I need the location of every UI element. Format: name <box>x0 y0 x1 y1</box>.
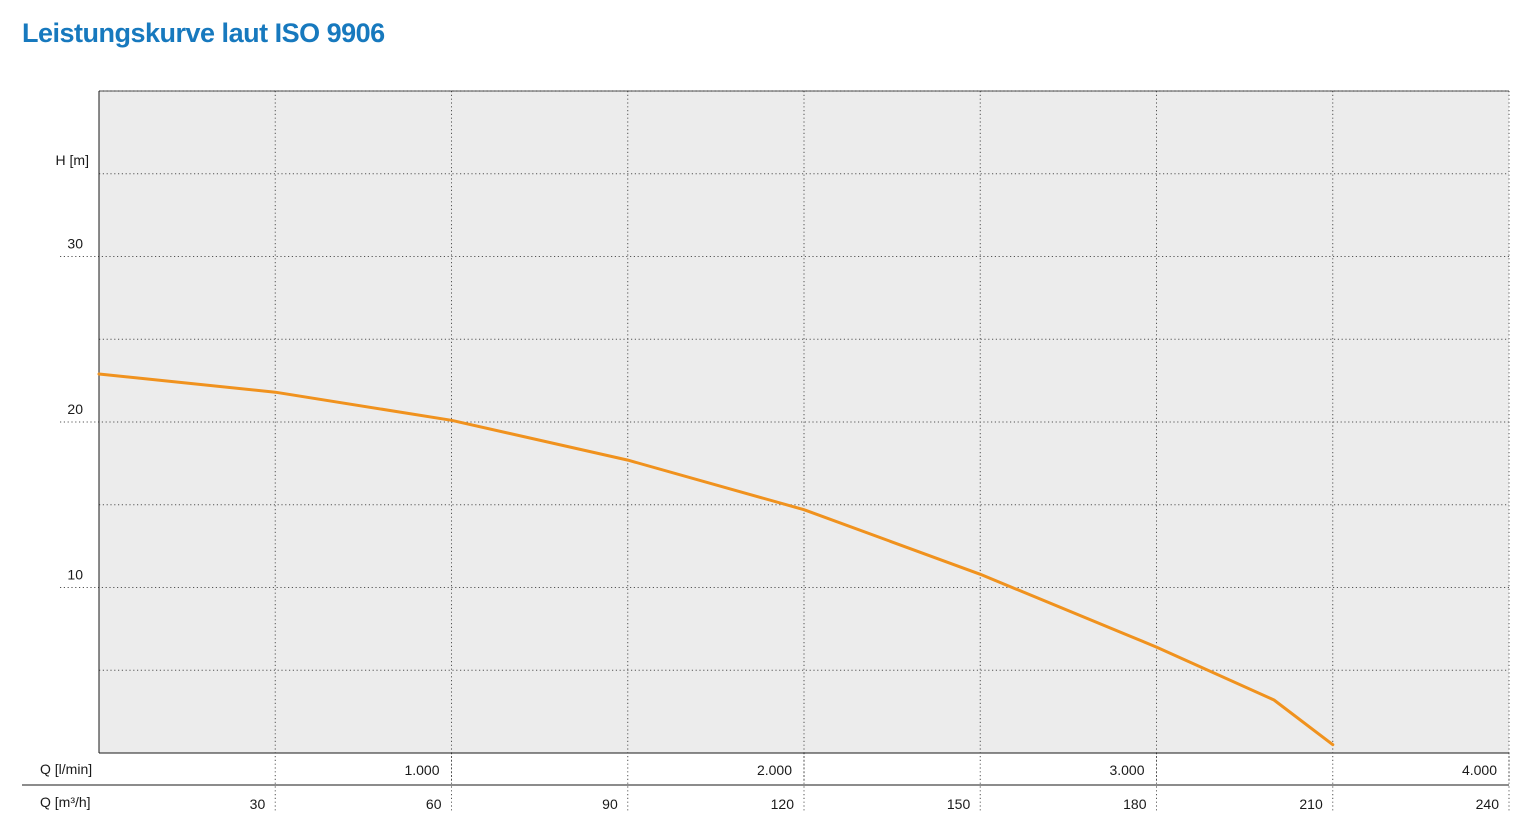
x-axis-label-lmin: Q [l/min] <box>40 761 92 777</box>
x-tick-label-m3h: 180 <box>1123 796 1147 812</box>
tick-labels: 10 20 30 1.000 2.000 3.000 4.000 30 60 90 120 150 18… <box>67 236 1499 813</box>
x-tick-label-m3h: 60 <box>426 796 442 812</box>
x-tick-label-m3h: 150 <box>947 796 971 812</box>
x-tick-label-m3h: 90 <box>602 796 618 812</box>
y-axis-label: H [m] <box>56 152 89 168</box>
y-tick-label: 10 <box>67 567 83 583</box>
x-tick-label-m3h: 240 <box>1476 796 1500 812</box>
x-tick-label-lmin: 3.000 <box>1109 762 1144 778</box>
x-tick-label-lmin: 4.000 <box>1462 762 1497 778</box>
performance-curve <box>97 372 1335 747</box>
y-tick-label: 20 <box>67 401 83 417</box>
x-tick-label-m3h: 30 <box>250 796 266 812</box>
x-tick-label-lmin: 1.000 <box>404 762 439 778</box>
grid-lines <box>60 90 1510 812</box>
x-tick-label-m3h: 210 <box>1299 796 1323 812</box>
y-tick-label: 30 <box>67 236 83 252</box>
x-axis-label-m3h: Q [m³/h] <box>40 794 91 810</box>
chart-title: Leistungskurve laut ISO 9906 <box>22 18 385 48</box>
x-tick-label-lmin: 2.000 <box>757 762 792 778</box>
x-tick-label-m3h: 120 <box>771 796 795 812</box>
